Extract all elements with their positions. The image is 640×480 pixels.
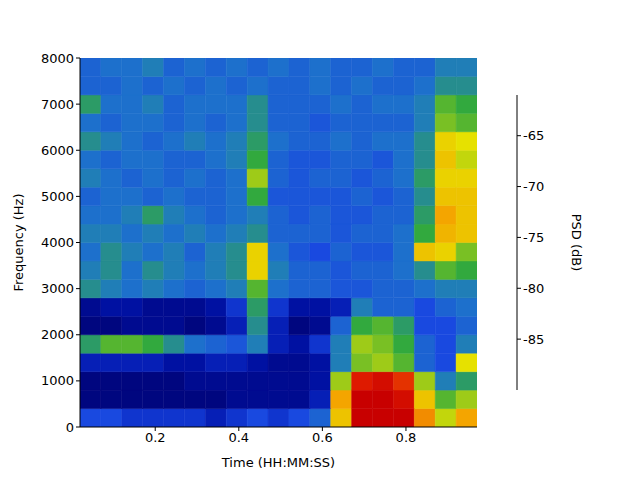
svg-text:Time (HH:MM:SS): Time (HH:MM:SS) bbox=[221, 455, 335, 470]
svg-text:-80: -80 bbox=[523, 281, 544, 296]
svg-text:7000: 7000 bbox=[41, 97, 74, 112]
svg-text:0.8: 0.8 bbox=[396, 430, 417, 445]
svg-text:-75: -75 bbox=[523, 230, 544, 245]
svg-text:3000: 3000 bbox=[41, 281, 74, 296]
svg-text:0.4: 0.4 bbox=[228, 430, 249, 445]
svg-text:0.2: 0.2 bbox=[145, 430, 166, 445]
svg-text:8000: 8000 bbox=[41, 51, 74, 66]
svg-text:6000: 6000 bbox=[41, 143, 74, 158]
svg-text:0: 0 bbox=[66, 420, 74, 435]
svg-text:-70: -70 bbox=[523, 179, 544, 194]
svg-text:-65: -65 bbox=[523, 128, 544, 143]
svg-text:PSD (dB): PSD (dB) bbox=[569, 214, 584, 272]
svg-text:Frequency (Hz): Frequency (Hz) bbox=[11, 193, 26, 291]
svg-text:0.6: 0.6 bbox=[312, 430, 333, 445]
svg-text:-85: -85 bbox=[523, 332, 544, 347]
svg-text:4000: 4000 bbox=[41, 235, 74, 250]
svg-text:1000: 1000 bbox=[41, 373, 74, 388]
svg-text:2000: 2000 bbox=[41, 327, 74, 342]
svg-text:5000: 5000 bbox=[41, 189, 74, 204]
